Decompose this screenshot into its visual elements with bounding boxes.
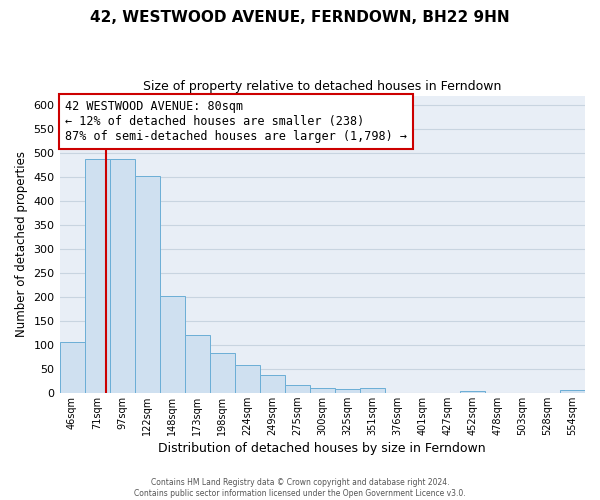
Title: Size of property relative to detached houses in Ferndown: Size of property relative to detached ho… [143,80,502,93]
Bar [185,336,209,393]
Bar [134,176,160,393]
Bar [110,160,134,393]
Text: Contains HM Land Registry data © Crown copyright and database right 2024.
Contai: Contains HM Land Registry data © Crown c… [134,478,466,498]
Text: 42, WESTWOOD AVENUE, FERNDOWN, BH22 9HN: 42, WESTWOOD AVENUE, FERNDOWN, BH22 9HN [90,10,510,25]
Bar [59,342,85,393]
Bar [285,385,310,393]
Bar [460,392,485,393]
Bar [335,390,360,393]
Bar [209,354,235,393]
Bar [560,390,585,393]
Text: 42 WESTWOOD AVENUE: 80sqm
← 12% of detached houses are smaller (238)
87% of semi: 42 WESTWOOD AVENUE: 80sqm ← 12% of detac… [65,100,407,143]
Bar [310,388,335,393]
Bar [85,159,110,393]
Bar [235,366,260,393]
Y-axis label: Number of detached properties: Number of detached properties [15,151,28,337]
Bar [160,296,185,393]
X-axis label: Distribution of detached houses by size in Ferndown: Distribution of detached houses by size … [158,442,486,455]
Bar [260,375,285,393]
Bar [360,388,385,393]
